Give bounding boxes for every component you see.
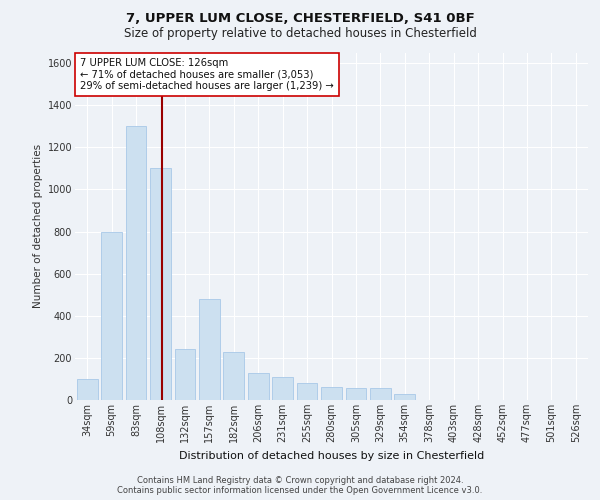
Bar bbox=[370, 388, 391, 400]
Bar bbox=[77, 379, 98, 400]
Bar bbox=[272, 377, 293, 400]
Text: Contains HM Land Registry data © Crown copyright and database right 2024.: Contains HM Land Registry data © Crown c… bbox=[137, 476, 463, 485]
Bar bbox=[248, 372, 269, 400]
Bar bbox=[394, 394, 415, 400]
Text: 7, UPPER LUM CLOSE, CHESTERFIELD, S41 0BF: 7, UPPER LUM CLOSE, CHESTERFIELD, S41 0B… bbox=[125, 12, 475, 26]
X-axis label: Distribution of detached houses by size in Chesterfield: Distribution of detached houses by size … bbox=[179, 450, 484, 460]
Bar bbox=[223, 352, 244, 400]
Bar bbox=[125, 126, 146, 400]
Bar bbox=[346, 388, 367, 400]
Text: 7 UPPER LUM CLOSE: 126sqm
← 71% of detached houses are smaller (3,053)
29% of se: 7 UPPER LUM CLOSE: 126sqm ← 71% of detac… bbox=[80, 58, 334, 91]
Bar bbox=[296, 383, 317, 400]
Bar bbox=[199, 299, 220, 400]
Text: Contains public sector information licensed under the Open Government Licence v3: Contains public sector information licen… bbox=[118, 486, 482, 495]
Bar bbox=[101, 232, 122, 400]
Y-axis label: Number of detached properties: Number of detached properties bbox=[34, 144, 43, 308]
Bar bbox=[175, 350, 196, 400]
Bar bbox=[150, 168, 171, 400]
Text: Size of property relative to detached houses in Chesterfield: Size of property relative to detached ho… bbox=[124, 28, 476, 40]
Bar bbox=[321, 388, 342, 400]
